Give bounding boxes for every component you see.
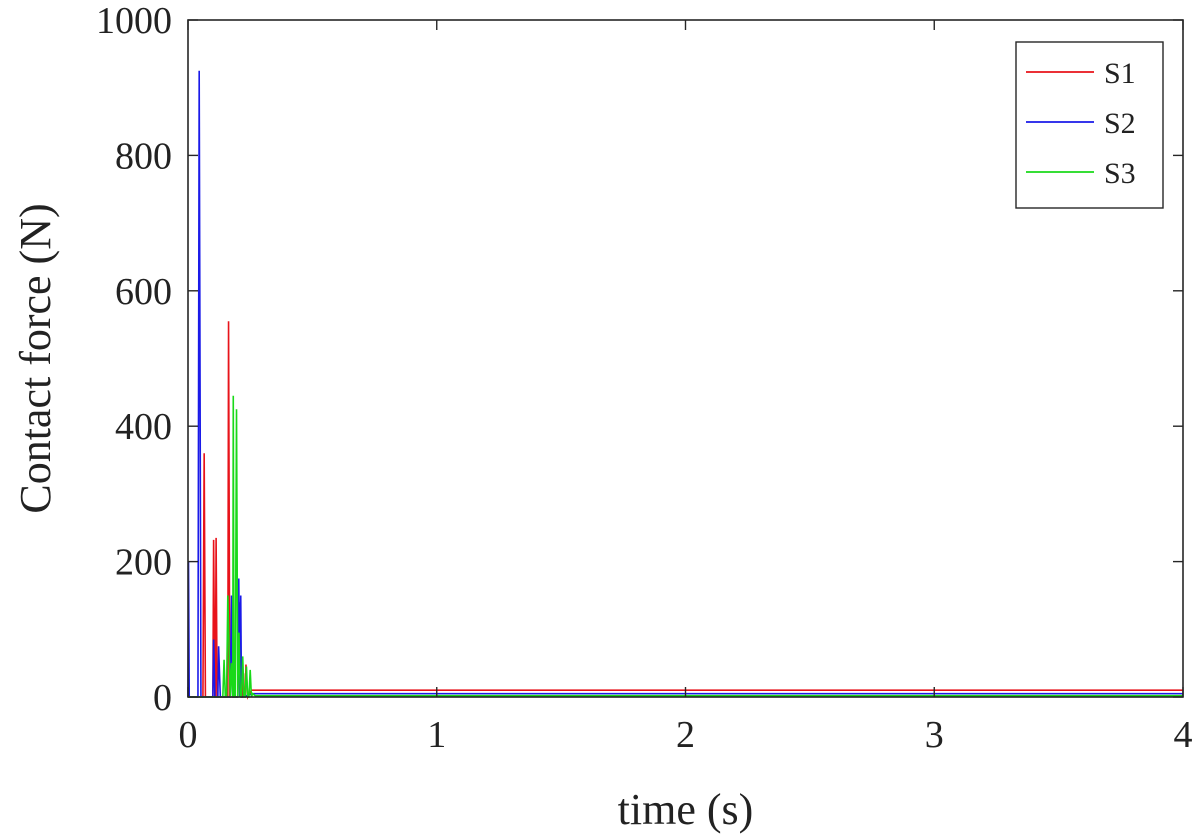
legend-box [1015,41,1164,209]
y-tick-label: 800 [115,135,172,177]
y-tick-label: 0 [153,677,172,719]
legend-label-s3: S3 [1104,157,1136,190]
x-tick-label: 3 [925,714,944,756]
x-tick-label: 1 [427,714,446,756]
x-tick-label: 2 [676,714,695,756]
y-tick-label: 200 [115,542,172,584]
x-axis-title: time (s) [618,785,754,834]
y-tick-label: 600 [115,271,172,313]
y-tick-label: 400 [115,406,172,448]
legend-label-s2: S2 [1104,107,1136,140]
ticks-layer: 0 1 2 3 4 0 200 400 600 800 1000 [96,0,1193,756]
y-axis-title: Contact force (N) [11,203,60,513]
y-tick-label: 1000 [96,0,172,42]
series-line-s3 [188,395,1183,698]
legend-label-s1: S1 [1104,57,1136,90]
x-tick-label: 0 [179,714,198,756]
legend: S1 S2 S3 [1015,41,1164,209]
x-tick-label: 4 [1174,714,1193,756]
